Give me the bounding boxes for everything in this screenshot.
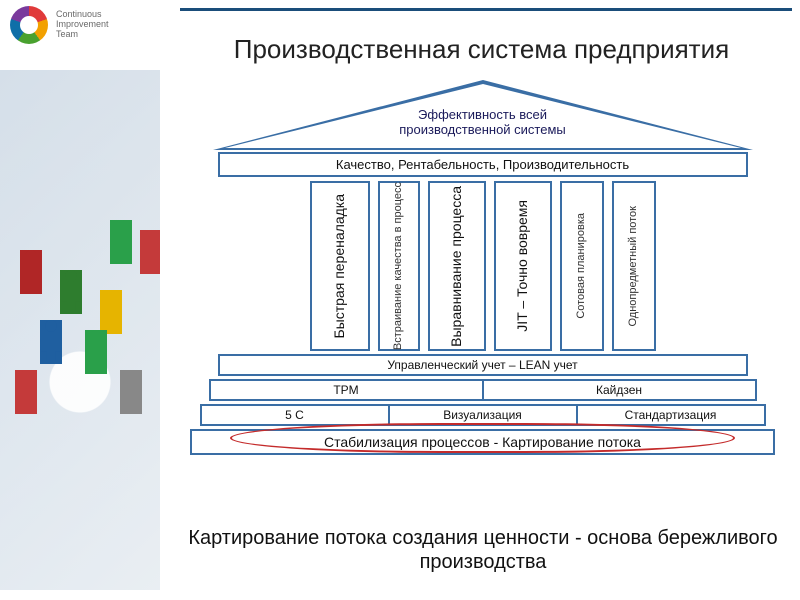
sidebar-image [0, 70, 160, 590]
pillar-label: JIT – Точно вовремя [515, 200, 530, 332]
header-divider [180, 8, 792, 11]
person-icon [20, 250, 42, 294]
band-cell: Кайдзен [484, 381, 755, 399]
person-icon [85, 330, 107, 374]
band-5s-viz-std: 5 СВизуализацияСтандартизация [200, 404, 766, 426]
pillar-label: Сотовая планировка [576, 213, 588, 319]
pillar: Встраивание качества в процесс [378, 181, 420, 351]
person-icon [60, 270, 82, 314]
person-icon [15, 370, 37, 414]
band-tpm-kaizen: TPMКайдзен [209, 379, 757, 401]
band-cell: TPM [211, 381, 484, 399]
attic-band: Качество, Рентабельность, Производительн… [218, 152, 748, 177]
pillar: Сотовая планировка [560, 181, 604, 351]
foundation-wrap: Стабилизация процессов - Картирование по… [190, 429, 775, 455]
pillars-row: Быстрая переналадка Встраивание качества … [223, 181, 743, 351]
pillar: JIT – Точно вовремя [494, 181, 552, 351]
pillar-label: Быстрая переналадка [332, 194, 347, 339]
pillar-label: Выравнивание процесса [449, 186, 464, 347]
pillar: Выравнивание процесса [428, 181, 486, 351]
page-title: Производственная система предприятия [175, 34, 788, 65]
pillar-label: Встраивание качества в процесс [393, 182, 405, 350]
pillar-label: Однопредметный поток [628, 206, 640, 327]
pillar: Быстрая переналадка [310, 181, 370, 351]
foundation-band: Стабилизация процессов - Картирование по… [190, 429, 775, 455]
person-icon [100, 290, 122, 334]
person-icon [140, 230, 160, 274]
logo: Continuous Improvement Team [10, 6, 109, 44]
person-icon [40, 320, 62, 364]
band-cell: Визуализация [390, 406, 578, 424]
roof: Эффективность всейпроизводственной систе… [213, 80, 753, 150]
band-cell: Стандартизация [578, 406, 764, 424]
band-cell: 5 С [202, 406, 390, 424]
pillar: Однопредметный поток [612, 181, 656, 351]
person-icon [110, 220, 132, 264]
roof-label: Эффективность всейпроизводственной систе… [213, 108, 753, 138]
person-icon [120, 370, 142, 414]
logo-text: Continuous Improvement Team [56, 10, 109, 40]
band-management: Управленческий учет – LEAN учет [218, 354, 748, 376]
lean-house-diagram: Эффективность всейпроизводственной систе… [185, 80, 780, 500]
swirl-icon [10, 6, 48, 44]
logo-line: Team [56, 30, 109, 40]
caption: Картирование потока создания ценности - … [180, 526, 786, 574]
